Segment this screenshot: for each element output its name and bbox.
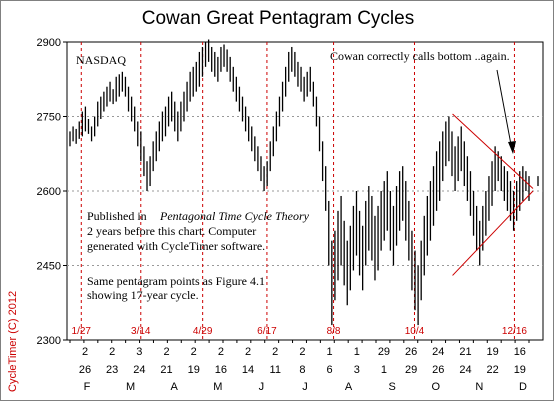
month-label: F — [84, 381, 91, 393]
x-day-label-lower: 8 — [299, 364, 305, 376]
same-line1: Same pentagram points as Figure 4.1 — [87, 274, 265, 288]
x-day-label-lower: 19 — [514, 364, 526, 376]
x-day-label: 21 — [459, 346, 471, 358]
cycle-date-label: 4/29 — [193, 326, 213, 337]
same-line2: showing 17-year cycle. — [87, 288, 199, 302]
published-line3: generated with CycleTimer software. — [87, 239, 265, 253]
x-day-label: 2 — [163, 346, 169, 358]
cycle-date-label: 1/27 — [72, 326, 92, 337]
triangle-upper-line — [452, 113, 534, 189]
x-day-label-lower: 14 — [242, 364, 254, 376]
x-day-label-lower: 23 — [106, 364, 118, 376]
x-day-label-lower: 1 — [381, 364, 387, 376]
pentagram-lines — [452, 113, 534, 276]
published-line2: 2 years before this chart. Computer — [87, 224, 256, 238]
x-day-label: 2 — [272, 346, 278, 358]
series-label: NASDAQ — [76, 53, 126, 67]
x-day-label: 1 — [327, 346, 333, 358]
cycle-date-label: 10/4 — [405, 326, 425, 337]
published-book: Pentagonal Time Cycle Theory — [159, 209, 310, 223]
x-day-label-lower: 26 — [79, 364, 91, 376]
cycle-date-label: 12/16 — [502, 326, 527, 337]
x-day-label-lower: 16 — [215, 364, 227, 376]
month-label: D — [519, 381, 527, 393]
y-tick-label: 2450 — [37, 261, 61, 273]
x-day-label-lower: 21 — [160, 364, 172, 376]
x-day-label-lower: 24 — [133, 364, 145, 376]
x-day-label-lower: 11 — [270, 364, 281, 376]
y-tick-label: 2900 — [37, 37, 61, 49]
grid-lines — [67, 116, 543, 266]
price-bars — [69, 39, 539, 326]
x-day-label: 1 — [354, 346, 360, 358]
x-day-label-lower: 19 — [188, 364, 200, 376]
month-label: J — [259, 381, 265, 393]
cycle-date-label: 6/17 — [257, 326, 277, 337]
x-day-label: 2 — [109, 346, 115, 358]
x-day-label: 2 — [82, 346, 88, 358]
cycle-date-label: 3/14 — [131, 326, 151, 337]
month-label: N — [475, 381, 483, 393]
x-day-label-lower: 6 — [327, 364, 333, 376]
annotation-arrow — [496, 69, 513, 151]
month-label: A — [345, 381, 353, 393]
month-label: S — [389, 381, 396, 393]
month-label: M — [213, 381, 222, 393]
triangle-lower-line — [452, 190, 534, 276]
x-day-label: 26 — [405, 346, 417, 358]
chart-title: Cowan Great Pentagram Cycles — [142, 8, 414, 29]
x-day-label: 3 — [136, 346, 142, 358]
x-day-label: 2 — [191, 346, 197, 358]
x-day-label-lower: 24 — [459, 364, 471, 376]
x-day-label-lower: 22 — [487, 364, 499, 376]
x-axis: F M A M J J A S O N D22622332422121921621421128161… — [69, 340, 530, 393]
y-tick-label: 2750 — [37, 112, 61, 124]
month-label: A — [171, 381, 179, 393]
x-day-label: 2 — [218, 346, 224, 358]
annotation-top-right: Cowan correctly calls bottom ..again. — [330, 49, 510, 63]
y-tick-label: 2300 — [37, 335, 61, 347]
y-axis: 2300 2450 2600 2750 2900 — [37, 37, 67, 347]
cycle-lines: 1/27 3/14 4/29 6/17 8/8 10/4 12/16 — [72, 42, 527, 340]
x-day-label: 2 — [299, 346, 305, 358]
credit-text: CycleTimer (C) 2012 — [7, 291, 19, 392]
month-label: O — [432, 381, 441, 393]
x-day-label: 19 — [487, 346, 499, 358]
published-line1: Published in — [87, 209, 147, 223]
x-day-label: 2 — [245, 346, 251, 358]
y-tick-label: 2600 — [37, 186, 61, 198]
x-day-label: 16 — [514, 346, 526, 358]
month-label: J — [302, 381, 308, 393]
x-day-label-lower: 29 — [405, 364, 417, 376]
x-day-label-lower: 26 — [432, 364, 444, 376]
cycle-date-label: 8/8 — [327, 326, 341, 337]
x-day-label: 29 — [378, 346, 390, 358]
annotation-arrowhead — [508, 141, 516, 154]
x-day-label-lower: 3 — [354, 364, 360, 376]
x-day-label: 24 — [432, 346, 444, 358]
month-label: M — [126, 381, 135, 393]
